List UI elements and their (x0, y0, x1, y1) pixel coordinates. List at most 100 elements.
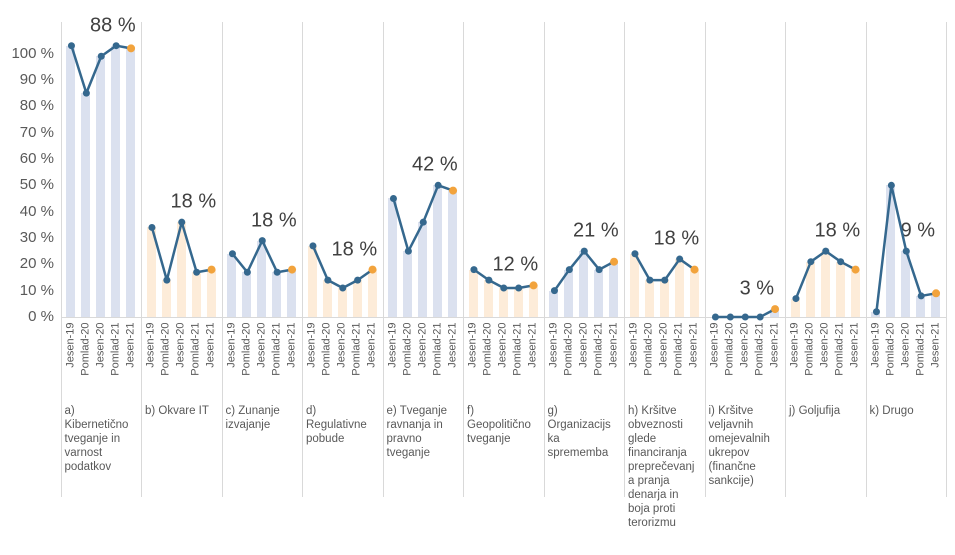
x-axis-tick-text: Pomlad-20 (79, 322, 92, 376)
data-point-marker (917, 292, 925, 300)
x-axis-tick-text: Jesen-21 (607, 322, 620, 368)
column-bar-pomlad-21 (352, 280, 362, 317)
x-axis-tick-label: Pomlad-21 (188, 322, 204, 400)
column-bar-jesen-21 (850, 269, 860, 317)
column-bar-jesen-19 (629, 253, 639, 317)
data-point-marker (258, 237, 266, 245)
data-point-marker (806, 258, 814, 266)
data-point-marker (82, 89, 90, 97)
group-separator-line (302, 22, 303, 497)
group-e-columns (383, 22, 464, 317)
trend-line-b (150, 220, 213, 282)
data-point-marker (660, 276, 668, 284)
x-axis-tick-label: Pomlad-20 (480, 322, 496, 400)
data-point-marker (469, 266, 477, 274)
column-bar-jesen-20 (176, 222, 186, 317)
data-point-marker (499, 284, 507, 292)
data-point-marker (872, 308, 880, 316)
column-bar-jesen-19 (227, 253, 237, 317)
group-f-columns (463, 22, 544, 317)
latest-data-point-marker (770, 305, 779, 314)
x-axis-tick-label: Jesen-21 (606, 322, 622, 400)
column-bar-jesen-19 (66, 45, 76, 317)
column-bar-pomlad-20 (564, 269, 574, 317)
x-axis-tick-text: Jesen-20 (818, 322, 831, 368)
x-axis-tick-text: Pomlad-21 (189, 322, 202, 376)
x-axis-tick-text: Jesen-19 (466, 322, 479, 368)
x-axis-tick-label: Pomlad-21 (913, 322, 929, 400)
column-bar-jesen-21 (931, 293, 941, 317)
x-axis-tick-text: Jesen-20 (335, 322, 348, 368)
x-axis-tick-text: Jesen-21 (848, 322, 861, 368)
x-axis-tick-label: Pomlad-20 (722, 322, 738, 400)
x-axis-tick-text: Pomlad-21 (511, 322, 524, 376)
column-bar-jesen-20 (901, 251, 911, 317)
x-axis-tick-text: Pomlad-20 (884, 322, 897, 376)
x-axis-line (60, 317, 946, 318)
y-axis-tick-label: 40 % (19, 202, 54, 220)
y-axis-tick-label: 10 % (19, 281, 54, 299)
column-bar-jesen-20 (337, 288, 347, 317)
x-axis-tick-label: Pomlad-21 (671, 322, 687, 400)
x-axis-tick-text: Pomlad-21 (833, 322, 846, 376)
x-axis-tick-text: Pomlad-20 (723, 322, 736, 376)
x-axis-tick-text: Jesen-19 (788, 322, 801, 368)
category-label-j: j) Goljufija (789, 405, 841, 417)
x-axis-tick-label: Jesen-20 (576, 322, 592, 400)
data-point-marker (645, 276, 653, 284)
category-label-h: h) Kršitve obveznosti glede financiranja… (628, 405, 695, 529)
data-point-marker (756, 313, 764, 321)
x-axis-tick-text: Jesen-19 (869, 322, 882, 368)
x-axis-tick-label: Jesen-20 (817, 322, 833, 400)
data-point-marker (484, 276, 492, 284)
x-axis-tick-label: Jesen-19 (304, 322, 320, 400)
data-point-marker (404, 247, 412, 255)
x-axis-tick-label: Jesen-19 (385, 322, 401, 400)
column-bar-jesen-20 (257, 240, 267, 317)
x-axis-tick-label: Jesen-20 (415, 322, 431, 400)
column-bar-jesen-21 (126, 48, 136, 317)
column-bar-jesen-19 (468, 269, 478, 317)
x-axis-tick-label: Pomlad-20 (641, 322, 657, 400)
column-bar-jesen-19 (388, 198, 398, 317)
group-separator-line (704, 22, 706, 497)
x-axis-tick-text: Jesen-20 (899, 322, 912, 368)
x-axis-tick-label: Jesen-21 (847, 322, 863, 400)
x-axis-tick-label: Jesen-21 (525, 322, 541, 400)
x-axis-tick-label: Pomlad-21 (832, 322, 848, 400)
data-point-marker (273, 268, 281, 276)
x-axis-tick-label: Jesen-21 (767, 322, 783, 400)
x-axis-tick-label: Pomlad-20 (561, 322, 577, 400)
x-axis-tick-label: Jesen-21 (686, 322, 702, 400)
column-bar-jesen-21 (206, 269, 216, 317)
x-axis-tick-label: Pomlad-21 (430, 322, 446, 400)
group-data-label-j: 18 % (814, 219, 861, 242)
latest-data-point-marker (851, 265, 860, 274)
column-bar-jesen-21 (367, 269, 377, 317)
data-point-marker (147, 223, 155, 231)
column-bar-jesen-21 (448, 190, 458, 317)
group-data-label-e: 42 % (412, 153, 458, 176)
data-point-marker (595, 266, 603, 274)
data-point-marker (67, 42, 75, 50)
x-axis-tick-label: Jesen-20 (656, 322, 672, 400)
x-axis-tick-label: Jesen-20 (898, 322, 914, 400)
data-point-marker (836, 258, 844, 266)
column-bar-jesen-20 (579, 251, 589, 317)
x-axis-tick-label: Jesen-19 (868, 322, 884, 400)
data-point-marker (228, 250, 236, 258)
x-axis-tick-text: Jesen-21 (446, 322, 459, 368)
group-separator-line (60, 22, 62, 497)
column-bar-pomlad-20 (322, 280, 332, 317)
column-bar-jesen-20 (820, 251, 830, 317)
column-bar-pomlad-20 (886, 185, 896, 317)
data-point-marker (338, 284, 346, 292)
x-axis-tick-text: Jesen-21 (526, 322, 539, 368)
column-bar-jesen-21 (528, 285, 538, 317)
trend-line-e (391, 184, 454, 253)
x-axis-tick-label: Pomlad-20 (400, 322, 416, 400)
x-axis-tick-label: Jesen-20 (495, 322, 511, 400)
group-data-label-d: 18 % (331, 238, 378, 261)
x-axis-tick-text: Jesen-19 (144, 322, 157, 368)
x-axis-tick-text: Jesen-20 (657, 322, 670, 368)
